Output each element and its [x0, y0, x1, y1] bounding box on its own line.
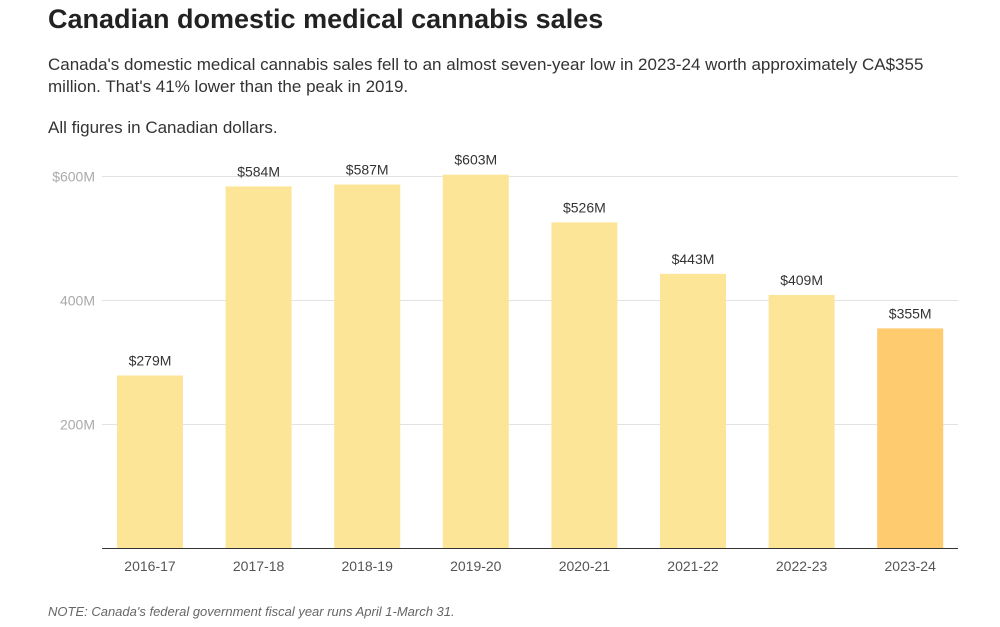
x-tick-label: 2022-23: [776, 558, 828, 574]
y-tick-label: 400M: [60, 293, 95, 309]
data-label: $603M: [454, 152, 497, 168]
chart-title: Canadian domestic medical cannabis sales: [48, 4, 604, 34]
bar-2023-24: [877, 328, 944, 549]
data-label: $587M: [346, 162, 389, 178]
bar-2017-18: [225, 186, 292, 549]
chart-subtitle: Canada's domestic medical cannabis sales…: [48, 55, 924, 96]
data-label: $584M: [237, 163, 280, 179]
bar-2021-22: [660, 273, 726, 549]
currency-note: All figures in Canadian dollars.: [48, 118, 278, 137]
bar-chart: 200M 400M $600M $279M 2016-17 $584M 2017-18 $58…: [52, 152, 958, 574]
data-label: $526M: [563, 199, 606, 215]
x-tick-label: 2020-21: [559, 558, 611, 574]
data-label: $443M: [672, 251, 715, 267]
bar-2016-17: [117, 375, 183, 549]
x-tick-label: 2016-17: [124, 558, 176, 574]
bar-2022-23: [768, 294, 835, 549]
x-tick-label: 2023-24: [885, 558, 937, 574]
footnote: NOTE: Canada's federal government fiscal…: [48, 604, 455, 619]
y-tick-label: $600M: [52, 169, 95, 185]
bar-2019-20: [442, 174, 509, 549]
x-tick-label: 2019-20: [450, 558, 502, 574]
x-tick-label: 2018-19: [342, 558, 394, 574]
bar-2018-19: [334, 184, 401, 549]
x-tick-label: 2021-22: [667, 558, 719, 574]
data-label: $355M: [889, 305, 932, 321]
x-tick-label: 2017-18: [233, 558, 285, 574]
data-label: $279M: [129, 353, 172, 369]
y-tick-label: 200M: [60, 417, 95, 433]
data-label: $409M: [780, 272, 823, 288]
bar-2020-21: [551, 222, 618, 549]
